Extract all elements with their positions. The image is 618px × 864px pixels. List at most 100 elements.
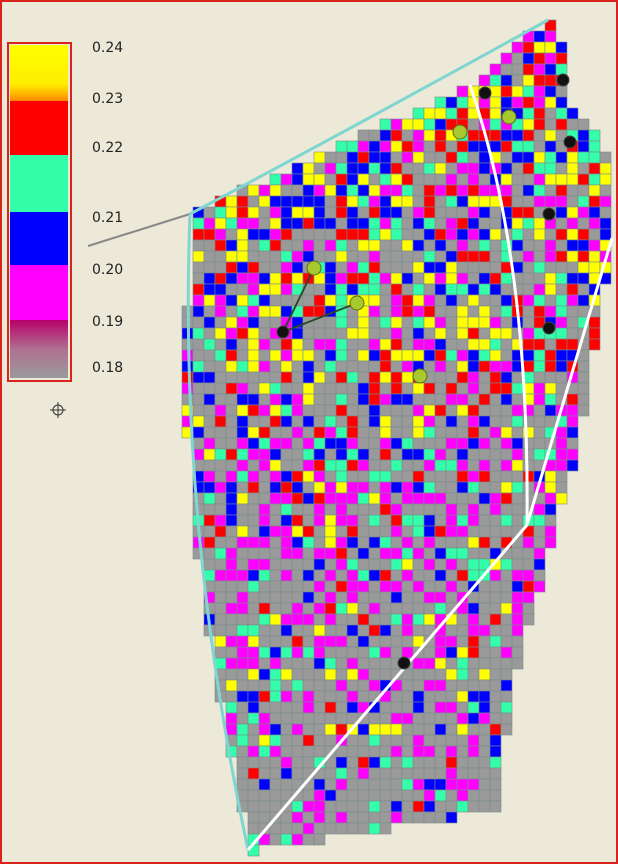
grid-cell bbox=[346, 767, 359, 780]
grid-cell bbox=[412, 118, 425, 131]
grid-cell bbox=[401, 459, 414, 472]
grid-cell bbox=[500, 371, 513, 384]
grid-cell bbox=[577, 184, 590, 197]
grid-cell bbox=[423, 294, 436, 307]
grid-cell bbox=[346, 140, 359, 153]
grid-cell bbox=[412, 470, 425, 483]
grid-cell bbox=[357, 338, 370, 351]
grid-cell bbox=[445, 195, 458, 208]
grid-cell bbox=[379, 173, 392, 186]
grid-cell bbox=[500, 503, 513, 516]
grid-cell bbox=[214, 349, 227, 362]
grid-cell bbox=[555, 371, 568, 384]
grid-cell bbox=[500, 437, 513, 450]
grid-cell bbox=[533, 228, 546, 241]
grid-cell bbox=[313, 195, 326, 208]
grid-cell bbox=[500, 272, 513, 285]
grid-cell bbox=[489, 404, 502, 417]
grid-cell bbox=[412, 558, 425, 571]
grid-cell bbox=[522, 239, 535, 252]
grid-cell bbox=[489, 646, 502, 659]
grid-cell bbox=[544, 514, 557, 527]
grid-cell bbox=[225, 503, 238, 516]
grid-cell bbox=[500, 448, 513, 461]
grid-cell bbox=[390, 239, 403, 252]
grid-cell bbox=[434, 514, 447, 527]
grid-cell bbox=[302, 239, 315, 252]
grid-cell bbox=[566, 272, 579, 285]
grid-cell bbox=[522, 250, 535, 263]
grid-cell bbox=[203, 239, 216, 252]
grid-cell bbox=[467, 338, 480, 351]
grid-cell bbox=[434, 602, 447, 615]
grid-cell bbox=[368, 426, 381, 439]
grid-cell bbox=[434, 789, 447, 802]
grid-cell bbox=[280, 294, 293, 307]
grid-cell bbox=[423, 690, 436, 703]
grid-cell bbox=[313, 481, 326, 494]
grid-cell bbox=[280, 569, 293, 582]
grid-cell bbox=[456, 349, 469, 362]
grid-cell bbox=[478, 514, 491, 527]
grid-cell bbox=[247, 756, 260, 769]
grid-cell bbox=[522, 558, 535, 571]
grid-cell bbox=[313, 360, 326, 373]
grid-cell bbox=[456, 767, 469, 780]
grid-cell bbox=[555, 261, 568, 274]
grid-cell bbox=[269, 470, 282, 483]
grid-cell bbox=[434, 712, 447, 725]
grid-cell bbox=[555, 85, 568, 98]
grid-cell bbox=[280, 525, 293, 538]
grid-cell bbox=[467, 393, 480, 406]
grid-cell bbox=[467, 745, 480, 758]
grid-cell bbox=[313, 239, 326, 252]
grid-cell bbox=[302, 437, 315, 450]
grid-cell bbox=[203, 404, 216, 417]
grid-cell bbox=[456, 580, 469, 593]
grid-cell bbox=[192, 360, 205, 373]
grid-cell bbox=[291, 173, 304, 186]
grid-cell bbox=[203, 272, 216, 285]
grid-cell bbox=[346, 602, 359, 615]
grid-cell bbox=[533, 41, 546, 54]
grid-cell bbox=[313, 206, 326, 219]
grid-cell bbox=[423, 382, 436, 395]
grid-cell bbox=[423, 679, 436, 692]
grid-cell bbox=[302, 811, 315, 824]
grid-cell bbox=[445, 470, 458, 483]
grid-cell bbox=[533, 250, 546, 263]
grid-cell bbox=[247, 514, 260, 527]
grid-cell bbox=[302, 646, 315, 659]
grid-cell bbox=[269, 316, 282, 329]
grid-cell bbox=[258, 481, 271, 494]
grid-cell bbox=[511, 140, 524, 153]
grid-cell bbox=[236, 327, 249, 340]
grid-cell bbox=[522, 228, 535, 241]
grid-cell bbox=[544, 525, 557, 538]
grid-cell bbox=[291, 426, 304, 439]
grid-cell bbox=[379, 668, 392, 681]
grid-cell bbox=[280, 250, 293, 263]
grid-cell bbox=[302, 481, 315, 494]
grid-cell bbox=[467, 228, 480, 241]
grid-cell bbox=[192, 228, 205, 241]
grid-cell bbox=[412, 404, 425, 417]
grid-cell bbox=[291, 492, 304, 505]
well-head bbox=[276, 325, 290, 339]
grid-cell bbox=[544, 382, 557, 395]
grid-cell bbox=[291, 833, 304, 846]
grid-cell bbox=[467, 426, 480, 439]
grid-cell bbox=[456, 294, 469, 307]
grid-cell bbox=[500, 360, 513, 373]
grid-cell bbox=[247, 723, 260, 736]
grid-cell bbox=[346, 558, 359, 571]
grid-cell bbox=[467, 371, 480, 384]
grid-cell bbox=[544, 140, 557, 153]
grid-cell bbox=[313, 580, 326, 593]
grid-cell bbox=[379, 272, 392, 285]
grid-cell bbox=[302, 536, 315, 549]
grid-cell bbox=[500, 140, 513, 153]
grid-cell bbox=[269, 503, 282, 516]
locate-icon[interactable] bbox=[50, 402, 66, 418]
grid-cell bbox=[247, 811, 260, 824]
